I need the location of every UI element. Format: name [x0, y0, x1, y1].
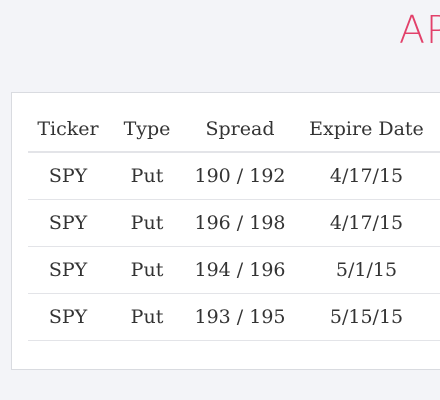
cell-spread: 193 / 195	[194, 306, 286, 328]
cell-type: Put	[130, 165, 164, 187]
cell-spread: 194 / 196	[194, 259, 286, 281]
cell-ticker: SPY	[48, 259, 88, 281]
cell-type: Put	[130, 212, 164, 234]
cell-expire-date: 5/15/15	[329, 306, 404, 328]
table-header-row: Ticker Type Spread Expire Date	[28, 107, 440, 152]
table-row: SPY Put 190 / 192 4/17/15	[28, 152, 440, 200]
cell-expire-date: 4/17/15	[329, 165, 404, 187]
cell-ticker: SPY	[48, 165, 88, 187]
column-header-expire-date: Expire Date	[309, 118, 424, 140]
column-header-spread: Spread	[205, 118, 275, 140]
cell-spread: 190 / 192	[194, 165, 286, 187]
table-row: SPY Put 196 / 198 4/17/15	[28, 200, 440, 247]
page-title: AP	[399, 8, 440, 52]
column-header-type: Type	[123, 118, 171, 140]
table-row: SPY Put 193 / 195 5/15/15	[28, 294, 440, 341]
cell-ticker: SPY	[48, 212, 88, 234]
cell-spread: 196 / 198	[194, 212, 286, 234]
trades-table: Ticker Type Spread Expire Date SPY Put 1…	[28, 107, 440, 341]
cell-type: Put	[130, 306, 164, 328]
trades-card: Ticker Type Spread Expire Date SPY Put 1…	[11, 92, 440, 370]
table-row: SPY Put 194 / 196 5/1/15	[28, 247, 440, 294]
cell-expire-date: 5/1/15	[335, 259, 398, 281]
cell-expire-date: 4/17/15	[329, 212, 404, 234]
column-header-ticker: Ticker	[37, 118, 99, 140]
cell-ticker: SPY	[48, 306, 88, 328]
cell-type: Put	[130, 259, 164, 281]
